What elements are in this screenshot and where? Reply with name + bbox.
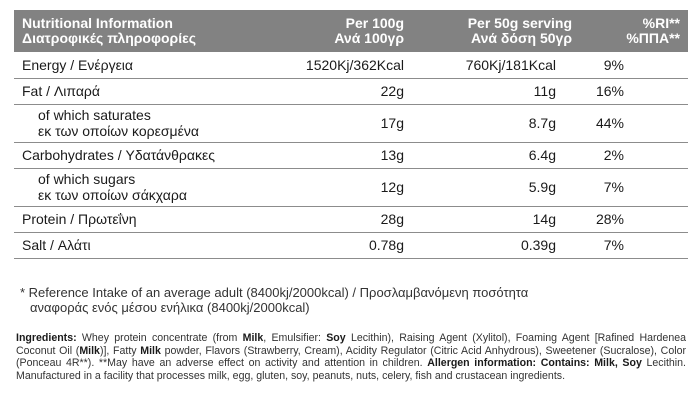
row-per100: 17g xyxy=(264,104,412,143)
header-per-100g: Per 100g Ανά 100γρ xyxy=(334,15,404,46)
row-per50: 5.9g xyxy=(412,168,580,207)
row-name: Fat / Λιπαρά xyxy=(14,78,264,105)
row-name: Salt / Αλάτι xyxy=(14,232,264,259)
row-name: of which sugars εκ των οποίων σάκχαρα xyxy=(14,168,264,207)
row-per100: 28g xyxy=(264,206,412,233)
table-row: Energy / Ενέργεια 1520Kj/362Kcal 760Kj/1… xyxy=(14,52,688,79)
row-per50: 11g xyxy=(412,78,580,105)
row-per100: 1520Kj/362Kcal xyxy=(264,52,412,79)
row-per100: 0.78g xyxy=(264,232,412,259)
ingredients-label: Ingredients: xyxy=(16,332,77,344)
row-ri: 7% xyxy=(580,232,688,259)
row-name: of which saturates εκ των οποίων κορεσμέ… xyxy=(14,104,264,143)
table-row: Carbohydrates / Υδατάνθρακες 13g 6.4g 2% xyxy=(14,142,688,169)
row-per100: 13g xyxy=(264,142,412,169)
reference-intake-note: * Reference Intake of an average adult (… xyxy=(20,285,529,315)
row-ri: 7% xyxy=(580,168,688,207)
header-ri: %RI** %ΠΠΑ** xyxy=(626,15,680,46)
header-nutritional-information: Nutritional Information Διατροφικές πληρ… xyxy=(22,15,197,46)
row-name: Energy / Ενέργεια xyxy=(14,52,264,79)
row-ri: 44% xyxy=(580,104,688,143)
allergen-label: Allergen information: Contains: Milk, So… xyxy=(427,357,642,369)
table-row: Protein / Πρωτεΐνη 28g 14g 28% xyxy=(14,206,688,233)
header-per-serving: Per 50g serving Ανά δόση 50γρ xyxy=(467,15,572,46)
row-per50: 8.7g xyxy=(412,104,580,143)
nutrition-label: Nutritional Information Διατροφικές πληρ… xyxy=(14,10,688,259)
nutrition-table: Nutritional Information Διατροφικές πληρ… xyxy=(14,10,688,259)
row-per100: 22g xyxy=(264,78,412,105)
table-row: of which saturates εκ των οποίων κορεσμέ… xyxy=(14,104,688,143)
row-name: Protein / Πρωτεΐνη xyxy=(14,206,264,233)
row-ri: 28% xyxy=(580,206,688,233)
row-ri: 16% xyxy=(580,78,688,105)
table-row: Fat / Λιπαρά 22g 11g 16% xyxy=(14,78,688,105)
row-per50: 760Kj/181Kcal xyxy=(412,52,580,79)
row-ri: 9% xyxy=(580,52,688,79)
row-per100: 12g xyxy=(264,168,412,207)
row-per50: 6.4g xyxy=(412,142,580,169)
row-per50: 0.39g xyxy=(412,232,580,259)
table-header: Nutritional Information Διατροφικές πληρ… xyxy=(14,10,688,52)
ingredients-text: Ingredients: Whey protein concentrate (f… xyxy=(16,332,686,382)
table-row: of which sugars εκ των οποίων σάκχαρα 12… xyxy=(14,168,688,207)
table-row: Salt / Αλάτι 0.78g 0.39g 7% xyxy=(14,232,688,259)
row-per50: 14g xyxy=(412,206,580,233)
row-ri: 2% xyxy=(580,142,688,169)
row-name: Carbohydrates / Υδατάνθρακες xyxy=(14,142,264,169)
